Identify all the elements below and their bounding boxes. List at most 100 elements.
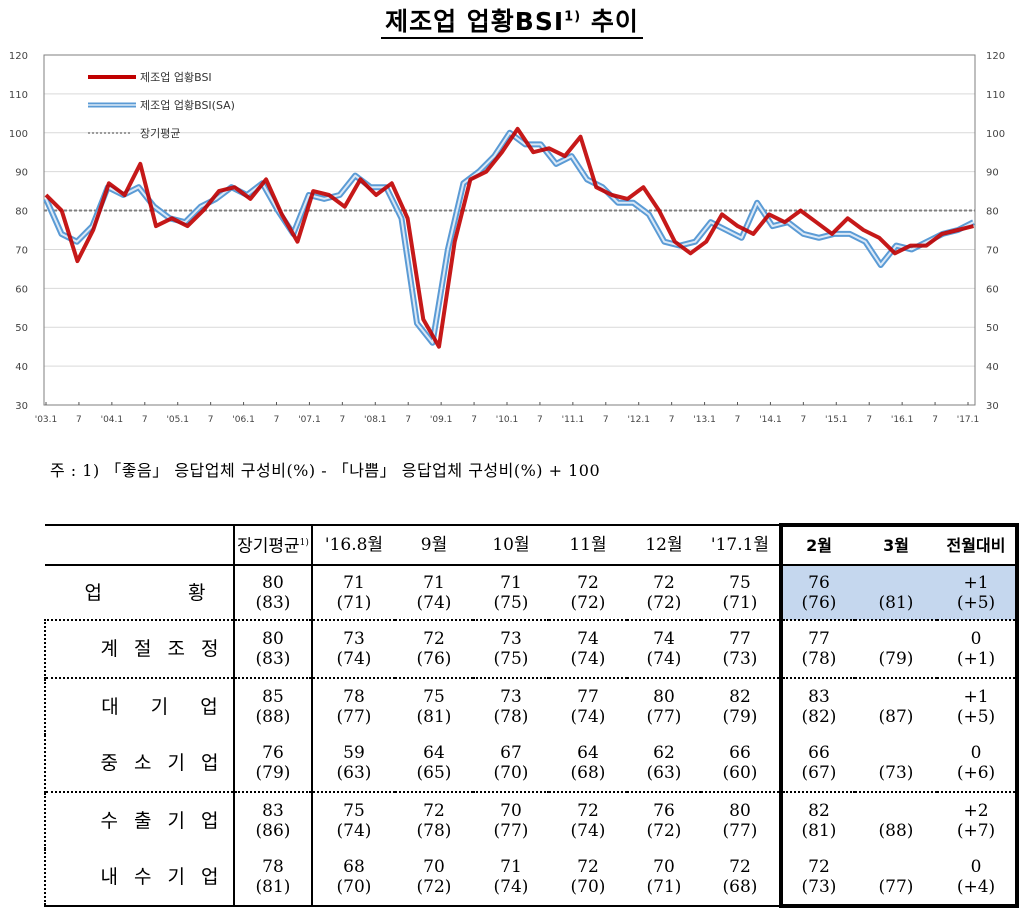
cell-value: 72: [653, 572, 675, 593]
cell-value: [855, 573, 937, 593]
table-cell: 77 (78): [779, 619, 855, 678]
table-cell: 77 (74): [549, 677, 627, 735]
table-cell: 80 (77): [627, 677, 701, 735]
x-axis: '03.1 7 '04.1 7 '05.1 7 '06.1 7 '07.1 7 '08.1 7 '09.…: [35, 402, 979, 425]
header-corner: [45, 524, 234, 566]
header-col: 2월: [779, 523, 855, 566]
cell-value: 72: [577, 857, 599, 877]
y-tick-label-right: 90: [986, 168, 999, 179]
chart-title: 제조업 업황BSI1) 추이: [0, 2, 1024, 39]
y-axis-left: 30 40 50 60 70 80 90 100 110 120: [9, 51, 28, 412]
cell-value: 77: [729, 629, 751, 649]
table-cell: 82 (79): [701, 677, 781, 735]
cell-value-prior-year: (87): [878, 707, 914, 727]
header-superscript: 1): [299, 538, 309, 549]
cell-value: 85: [262, 687, 284, 707]
x-tick-label: 7: [866, 415, 872, 425]
cell-value: 0: [970, 629, 982, 649]
cell-value: 72: [423, 801, 445, 821]
cell-value-prior-year: (74): [570, 707, 606, 727]
row-label: 수 출 기 업: [44, 791, 234, 849]
cell-value-prior-year: (81): [416, 707, 452, 727]
cell-value-prior-year: (76): [416, 649, 452, 669]
table-cell: 73 (75): [473, 619, 549, 678]
cell-value-prior-year: (75): [493, 649, 529, 669]
table-cell: 72 (76): [395, 619, 473, 678]
table-row: 계 절 조 정 80 (83) 73 (74) 72 (76) 73 (75) 74 (74) 74(…: [44, 619, 1019, 678]
cell-value-prior-year: (68): [722, 877, 758, 897]
cell-value: 70: [653, 857, 675, 877]
cell-value: 71: [500, 857, 522, 877]
chart-title-suffix: 추이: [590, 7, 639, 36]
table-cell: 80 (83): [233, 565, 312, 620]
x-tick-label: 7: [471, 415, 477, 425]
cell-value: 78: [262, 857, 284, 877]
cell-value-prior-year: (83): [255, 592, 291, 613]
header-col: 9월: [395, 524, 473, 566]
cell-value: 77: [808, 629, 830, 649]
cell-value-prior-year: (77): [646, 707, 682, 727]
y-tick-label-left: 100: [9, 129, 28, 140]
cell-value-prior-year: (74): [336, 649, 372, 669]
legend-label-long-term-average: 장기평균: [140, 127, 180, 140]
header-label: 장기평균: [237, 536, 300, 557]
legend-label-bsi: 제조업 업황BSI: [140, 71, 212, 84]
x-tick-label: 7: [669, 415, 675, 425]
table-cell: +2 (+7): [937, 791, 1019, 849]
x-tick-label: 7: [274, 415, 280, 425]
cell-value: 82: [729, 687, 751, 707]
table-cell: 76 (72): [627, 791, 701, 849]
y-tick-label-right: 70: [986, 245, 999, 256]
cell-value-prior-year: (+7): [956, 821, 996, 841]
x-tick-label: '10.1: [496, 415, 519, 425]
cell-value-prior-year: (79): [255, 763, 291, 783]
table-cell: 80 (83): [233, 619, 312, 678]
cell-value: 75: [729, 572, 751, 593]
bsi-table: 장기평균1) '16.8월 9월 10월 11월 12월 '17.1월 2월 3…: [44, 523, 1019, 908]
cell-value: 73: [500, 629, 522, 649]
cell-value-prior-year: (67): [801, 763, 837, 783]
table-cell: 66 (60): [701, 735, 781, 792]
cell-value: 73: [500, 687, 522, 707]
cell-value-prior-year: (+4): [956, 876, 996, 897]
table-cell: +1 (+5): [937, 677, 1019, 735]
cell-value: 80: [262, 629, 284, 649]
x-tick-label: '09.1: [430, 415, 453, 425]
cell-value: 72: [423, 629, 445, 649]
cell-value: [855, 857, 937, 877]
y-axis-right: 30 40 50 60 70 80 90 100 110 120: [986, 51, 1005, 412]
table-cell: 72 (72): [549, 565, 627, 620]
cell-value: 80: [262, 572, 284, 593]
table-cell: 70 (72): [395, 849, 473, 907]
x-tick-label: '11.1: [562, 415, 585, 425]
table-cell: 0 (+6): [937, 735, 1019, 792]
x-tick-label: 7: [603, 415, 609, 425]
row-label: 대 기 업: [44, 677, 234, 735]
series-bsi: [44, 126, 974, 349]
cell-value-prior-year: (75): [493, 592, 529, 613]
cell-value-prior-year: (88): [255, 707, 291, 727]
x-tick-label: '06.1: [232, 415, 255, 425]
cell-value: 72: [729, 857, 751, 877]
cell-value-prior-year: (78): [416, 821, 452, 841]
row-label: 중 소 기 업: [44, 735, 234, 792]
y-tick-label-left: 60: [15, 284, 28, 295]
cell-value-prior-year: (65): [416, 763, 452, 783]
x-tick-label: '03.1: [35, 415, 58, 425]
cell-value-prior-year: (71): [646, 877, 682, 897]
table-row: 중 소 기 업 76 (79) 59 (63) 64 (65) 67 (70) 64 (68) 62(…: [44, 735, 1019, 792]
cell-value-prior-year: (81): [878, 592, 914, 613]
table-cell: 74 (74): [549, 619, 627, 678]
table-cell: 78 (81): [233, 849, 312, 907]
y-tick-label-left: 40: [15, 362, 28, 373]
x-tick-label: 7: [76, 415, 82, 425]
cell-value-prior-year: (79): [878, 649, 914, 669]
cell-value: 80: [653, 687, 675, 707]
cell-value: 73: [343, 629, 365, 649]
cell-value: 75: [343, 801, 365, 821]
table-cell: 83 (86): [233, 791, 312, 849]
cell-value: 70: [423, 857, 445, 877]
table-cell: 75 (71): [701, 565, 781, 620]
y-tick-label-right: 80: [986, 207, 999, 218]
cell-value: 0: [970, 856, 982, 877]
